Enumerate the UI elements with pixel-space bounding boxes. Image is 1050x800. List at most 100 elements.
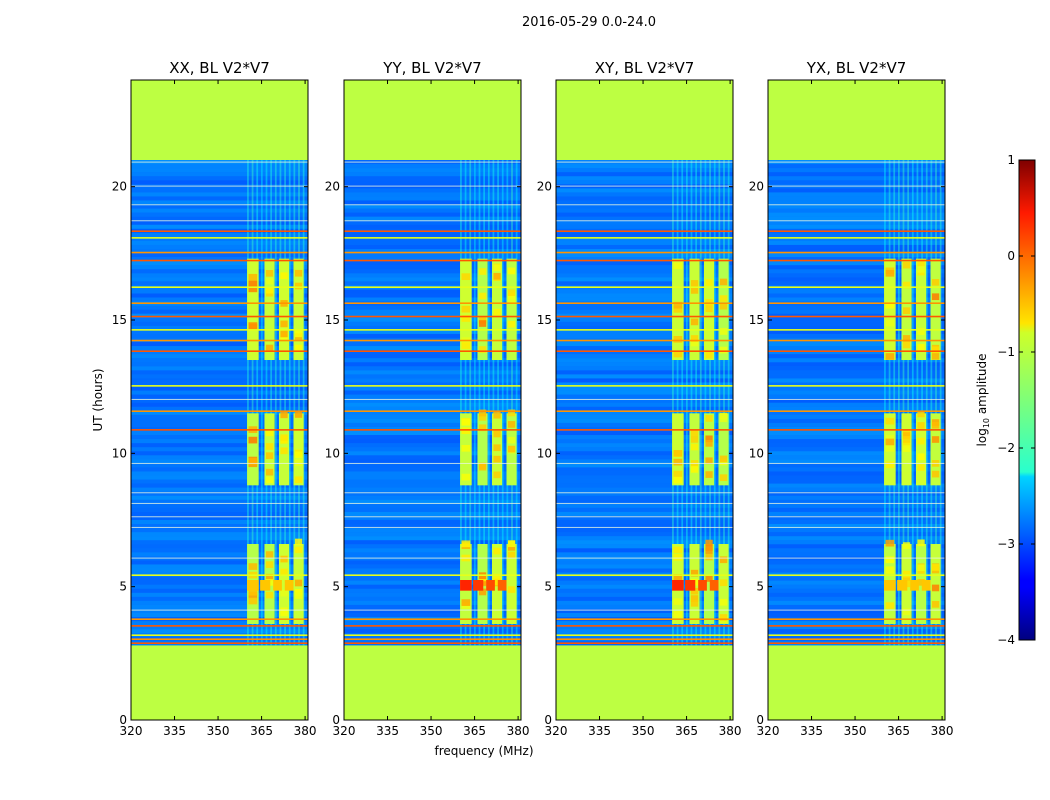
noise-row bbox=[344, 277, 521, 282]
noise-row bbox=[768, 479, 945, 484]
noise-row bbox=[131, 265, 308, 270]
y-tick-label: 15 bbox=[112, 313, 127, 327]
noise-row bbox=[344, 524, 521, 529]
noise-row bbox=[131, 604, 308, 609]
rfi-hot-cell bbox=[248, 588, 258, 596]
noise-row bbox=[768, 536, 945, 541]
noise-row bbox=[556, 394, 733, 399]
flagged-row bbox=[556, 230, 733, 232]
noise-row bbox=[556, 309, 733, 314]
noise-row bbox=[556, 240, 733, 245]
noise-row bbox=[768, 507, 945, 512]
noise-row bbox=[344, 455, 521, 460]
rfi-hot-cell bbox=[294, 451, 303, 459]
noise-row bbox=[556, 313, 733, 318]
noise-row bbox=[344, 592, 521, 597]
baseline-row bbox=[768, 502, 945, 504]
noise-row bbox=[344, 540, 521, 545]
noise-row bbox=[131, 240, 308, 245]
flagged-row bbox=[344, 302, 521, 304]
baseline-row bbox=[768, 220, 945, 222]
burst-cell bbox=[884, 580, 896, 591]
flagged-row bbox=[131, 339, 308, 342]
noise-row bbox=[344, 305, 521, 310]
noise-row bbox=[556, 447, 733, 452]
baseline-row bbox=[556, 220, 733, 222]
noise-row bbox=[768, 430, 945, 436]
noise-row bbox=[768, 212, 945, 217]
rfi-hot-cell bbox=[507, 297, 516, 304]
rfi-streak bbox=[483, 160, 486, 646]
noise-row bbox=[131, 382, 308, 387]
noise-row bbox=[344, 350, 521, 355]
noise-row bbox=[131, 499, 308, 504]
noise-row bbox=[768, 216, 945, 221]
noise-row bbox=[556, 297, 733, 302]
rfi-hot-cell bbox=[265, 476, 274, 484]
y-tick-label: 10 bbox=[112, 446, 127, 460]
noise-row bbox=[556, 382, 733, 387]
rfi-hot-cell bbox=[493, 411, 501, 419]
noise-row bbox=[556, 277, 733, 282]
noise-row bbox=[131, 248, 308, 254]
noise-row bbox=[556, 257, 733, 262]
y-axis-label: UT (hours) bbox=[91, 368, 105, 431]
x-tick-label: 335 bbox=[376, 724, 399, 738]
panel-3: YX, BL V2*V7 320 335 350 365 380 0 5 10 15 20 bbox=[749, 59, 954, 738]
noise-row bbox=[768, 192, 945, 197]
noise-row bbox=[344, 204, 521, 209]
flagged-row bbox=[131, 259, 308, 262]
flagged-row bbox=[131, 410, 308, 412]
flagged-row bbox=[344, 642, 521, 644]
burst-cell bbox=[698, 580, 707, 591]
noise-row bbox=[344, 507, 521, 512]
rfi-block bbox=[293, 258, 304, 360]
noise-row bbox=[556, 390, 733, 395]
rfi-hot-cell bbox=[493, 308, 501, 316]
noise-row bbox=[768, 378, 945, 383]
noise-row bbox=[556, 176, 733, 181]
x-tick-label: 365 bbox=[463, 724, 486, 738]
axes-frame bbox=[343, 79, 522, 721]
noise-row bbox=[344, 447, 521, 452]
x-tick-label: 320 bbox=[333, 724, 356, 738]
rfi-block bbox=[247, 413, 259, 486]
noise-row bbox=[344, 273, 521, 278]
noise-row bbox=[344, 321, 521, 326]
burst-cell bbox=[921, 580, 931, 591]
flagged-row bbox=[131, 237, 308, 239]
rfi-hot-cell bbox=[280, 434, 288, 442]
rfi-hot-cell bbox=[461, 418, 471, 426]
burst-cell bbox=[284, 580, 294, 591]
noise-row bbox=[344, 236, 521, 241]
baseline-row bbox=[344, 609, 521, 611]
rfi-hot-cell bbox=[885, 319, 895, 327]
rfi-streak bbox=[727, 160, 730, 646]
baseline-row bbox=[131, 398, 308, 400]
flagged-row bbox=[556, 329, 733, 331]
burst-cell bbox=[273, 580, 282, 591]
noise-row bbox=[131, 172, 308, 177]
rfi-streak bbox=[676, 160, 679, 646]
noise-row bbox=[768, 406, 945, 411]
noise-row bbox=[344, 564, 521, 569]
noise-row bbox=[344, 548, 521, 553]
rfi-hot-cell bbox=[719, 346, 728, 354]
baseline-row bbox=[556, 185, 733, 187]
rfi-hot-cell bbox=[690, 569, 699, 577]
rfi-hot-cell bbox=[280, 330, 288, 338]
rfi-hot-cell bbox=[690, 287, 699, 294]
panel-0: XX, BL V2*V7 320 335 350 365 380 0 5 10 15 20 bbox=[112, 59, 317, 738]
y-tick-label: 0 bbox=[119, 713, 127, 727]
noise-row bbox=[556, 499, 733, 504]
rfi-block bbox=[930, 258, 941, 360]
baseline-row bbox=[556, 492, 733, 494]
noise-row bbox=[344, 515, 521, 520]
noise-row bbox=[344, 487, 521, 492]
noise-row bbox=[344, 398, 521, 403]
noise-row bbox=[556, 479, 733, 484]
noise-row bbox=[344, 414, 521, 419]
noise-row bbox=[344, 443, 521, 448]
noise-row bbox=[556, 358, 733, 363]
rfi-hot-cell bbox=[885, 417, 895, 425]
